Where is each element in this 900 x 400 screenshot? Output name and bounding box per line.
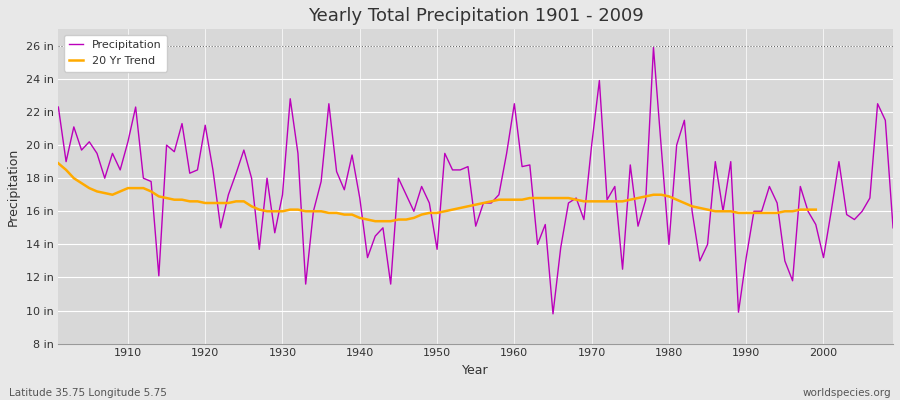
Legend: Precipitation, 20 Yr Trend: Precipitation, 20 Yr Trend bbox=[64, 35, 167, 72]
Precipitation bbox=[331, 169, 342, 174]
20 Yr Trend bbox=[810, 207, 821, 212]
20 Yr Trend bbox=[656, 192, 667, 197]
20 Yr Trend bbox=[254, 207, 265, 212]
Precipitation bbox=[501, 151, 512, 156]
Precipitation bbox=[648, 45, 659, 50]
Precipitation bbox=[509, 101, 520, 106]
Line: Precipitation: Precipitation bbox=[58, 48, 893, 314]
Text: Latitude 35.75 Longitude 5.75: Latitude 35.75 Longitude 5.75 bbox=[9, 388, 166, 398]
Precipitation bbox=[284, 96, 295, 101]
Text: worldspecies.org: worldspecies.org bbox=[803, 388, 891, 398]
20 Yr Trend bbox=[463, 204, 473, 209]
Title: Yearly Total Precipitation 1901 - 2009: Yearly Total Precipitation 1901 - 2009 bbox=[308, 7, 644, 25]
20 Yr Trend bbox=[370, 219, 381, 224]
X-axis label: Year: Year bbox=[463, 364, 489, 377]
Precipitation bbox=[887, 226, 898, 230]
20 Yr Trend bbox=[230, 199, 241, 204]
Y-axis label: Precipitation: Precipitation bbox=[7, 147, 20, 226]
20 Yr Trend bbox=[284, 207, 295, 212]
20 Yr Trend bbox=[53, 161, 64, 166]
Precipitation bbox=[115, 168, 126, 172]
Line: 20 Yr Trend: 20 Yr Trend bbox=[58, 163, 815, 221]
Precipitation bbox=[53, 105, 64, 110]
Precipitation bbox=[547, 312, 558, 316]
20 Yr Trend bbox=[439, 209, 450, 214]
Precipitation bbox=[609, 184, 620, 189]
